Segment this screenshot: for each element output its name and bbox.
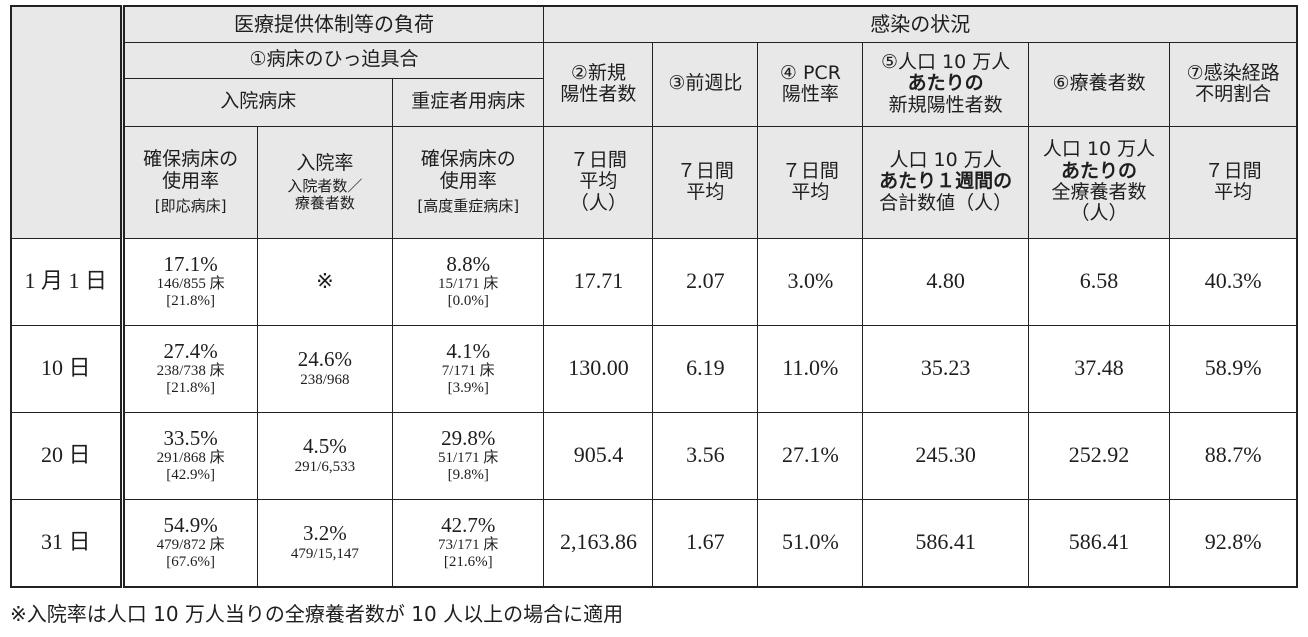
- wow-cell: 2.07: [652, 237, 759, 326]
- unit-secured-usage: 確保病床の 使用率 [即応病床]: [119, 125, 258, 239]
- col-new-positive: ②新規 陽性者数: [543, 41, 654, 127]
- col-per100k-new: ⑤人口 10 万人 あたりの 新規陽性者数: [862, 41, 1029, 127]
- unit-weekly-total: 人口 10 万人 あたり１週間の 合計数値（人）: [862, 125, 1029, 239]
- col-recuperating: ⑥療養者数: [1027, 41, 1171, 127]
- severe-usage-cell: 8.8% 15/171 床 [0.0%]: [392, 237, 545, 326]
- header-row-2: ①病床のひっ迫具合 ②新規 陽性者数 ③前週比 ④ PCR 陽性率 ⑤人口 10 万…: [11, 41, 1298, 127]
- new-positive-cell: 2,163.86: [543, 498, 654, 587]
- unknown-route-cell: 92.8%: [1169, 498, 1298, 587]
- severe-beds-header: 重症者用病床: [392, 77, 545, 127]
- corner-cell: [10, 5, 123, 239]
- bed-pressure-header: ①病床のひっ迫具合: [119, 41, 545, 79]
- recuperating-cell: 586.41: [1027, 498, 1171, 587]
- group-medical-load: 医療提供体制等の負荷: [119, 5, 545, 43]
- table-row: 1 月 1 日 17.1% 146/855 床 [21.8%] ※ 8.8% 1…: [10, 237, 1298, 326]
- col-pcr-positivity: ④ PCR 陽性率: [757, 41, 864, 127]
- admission-rate-cell: 24.6% 238/968: [256, 324, 394, 413]
- per100k-cell: 586.41: [862, 498, 1029, 587]
- pcr-cell: 51.0%: [757, 498, 864, 587]
- row-date: 31 日: [10, 498, 123, 587]
- new-positive-cell: 905.4: [543, 411, 654, 500]
- severe-usage-cell: 4.1% 7/171 床 [3.9%]: [392, 324, 545, 413]
- table-row: 31 日 54.9% 479/872 床 [67.6%] 3.2% 479/15…: [10, 498, 1298, 587]
- header-row-1: 医療提供体制等の負荷 感染の状況: [10, 5, 1298, 239]
- pcr-cell: 3.0%: [757, 237, 864, 326]
- row-date: 20 日: [10, 411, 123, 500]
- secured-usage-cell: 27.4% 238/738 床 [21.8%]: [119, 324, 258, 413]
- pcr-cell: 27.1%: [757, 411, 864, 500]
- table-row: 10 日 27.4% 238/738 床 [21.8%] 24.6% 238/9…: [10, 324, 1298, 413]
- severe-usage-cell: 42.7% 73/171 床 [21.6%]: [392, 498, 545, 587]
- unit-all-recuperating: 人口 10 万人 あたりの 全療養者数 （人）: [1027, 125, 1171, 239]
- footnote: ※入院率は人口 10 万人当りの全療養者数が 10 人以上の場合に適用: [10, 602, 624, 626]
- pcr-cell: 11.0%: [757, 324, 864, 413]
- secured-usage-cell: 17.1% 146/855 床 [21.8%]: [119, 237, 258, 326]
- wow-cell: 3.56: [652, 411, 759, 500]
- header-row-4: 確保病床の 使用率 [即応病床] 入院率 入院者数／ 療養者数 確保病床の 使用率 …: [11, 125, 1298, 239]
- unit-severe-usage: 確保病床の 使用率 [高度重症病床]: [392, 125, 545, 239]
- recuperating-cell: 6.58: [1027, 237, 1171, 326]
- recuperating-cell: 252.92: [1027, 411, 1171, 500]
- col-week-over-week: ③前週比: [652, 41, 759, 127]
- unit-7day-avg-unknown: ７日間 平均: [1169, 125, 1298, 239]
- col-unknown-route: ⑦感染経路 不明割合: [1169, 41, 1298, 127]
- unknown-route-cell: 88.7%: [1169, 411, 1298, 500]
- recuperating-cell: 37.48: [1027, 324, 1171, 413]
- row-date: 10 日: [10, 324, 123, 413]
- unit-7day-avg-wow: ７日間 平均: [652, 125, 759, 239]
- per100k-cell: 35.23: [862, 324, 1029, 413]
- per100k-cell: 4.80: [862, 237, 1029, 326]
- severe-usage-cell: 29.8% 51/171 床 [9.8%]: [392, 411, 545, 500]
- per100k-cell: 245.30: [862, 411, 1029, 500]
- admission-rate-cell: ※: [256, 237, 394, 326]
- unit-admission-rate: 入院率 入院者数／ 療養者数: [256, 125, 394, 239]
- group-infection-status: 感染の状況: [543, 5, 1298, 43]
- new-positive-cell: 130.00: [543, 324, 654, 413]
- unit-7day-avg-pcr: ７日間 平均: [757, 125, 864, 239]
- unknown-route-cell: 40.3%: [1169, 237, 1298, 326]
- inpatient-beds-header: 入院病床: [119, 77, 394, 127]
- new-positive-cell: 17.71: [543, 237, 654, 326]
- wow-cell: 6.19: [652, 324, 759, 413]
- unit-7day-avg-people: ７日間 平均 （人）: [543, 125, 654, 239]
- table-row: 20 日 33.5% 291/868 床 [42.9%] 4.5% 291/6,…: [10, 411, 1298, 500]
- unknown-route-cell: 58.9%: [1169, 324, 1298, 413]
- secured-usage-cell: 33.5% 291/868 床 [42.9%]: [119, 411, 258, 500]
- admission-rate-cell: 4.5% 291/6,533: [256, 411, 394, 500]
- covid-status-table: 医療提供体制等の負荷 感染の状況 ①病床のひっ迫具合 ②新規 陽性者数 ③前週比 …: [10, 5, 1298, 588]
- secured-usage-cell: 54.9% 479/872 床 [67.6%]: [119, 498, 258, 587]
- admission-rate-cell: 3.2% 479/15,147: [256, 498, 394, 587]
- wow-cell: 1.67: [652, 498, 759, 587]
- row-date: 1 月 1 日: [10, 237, 123, 326]
